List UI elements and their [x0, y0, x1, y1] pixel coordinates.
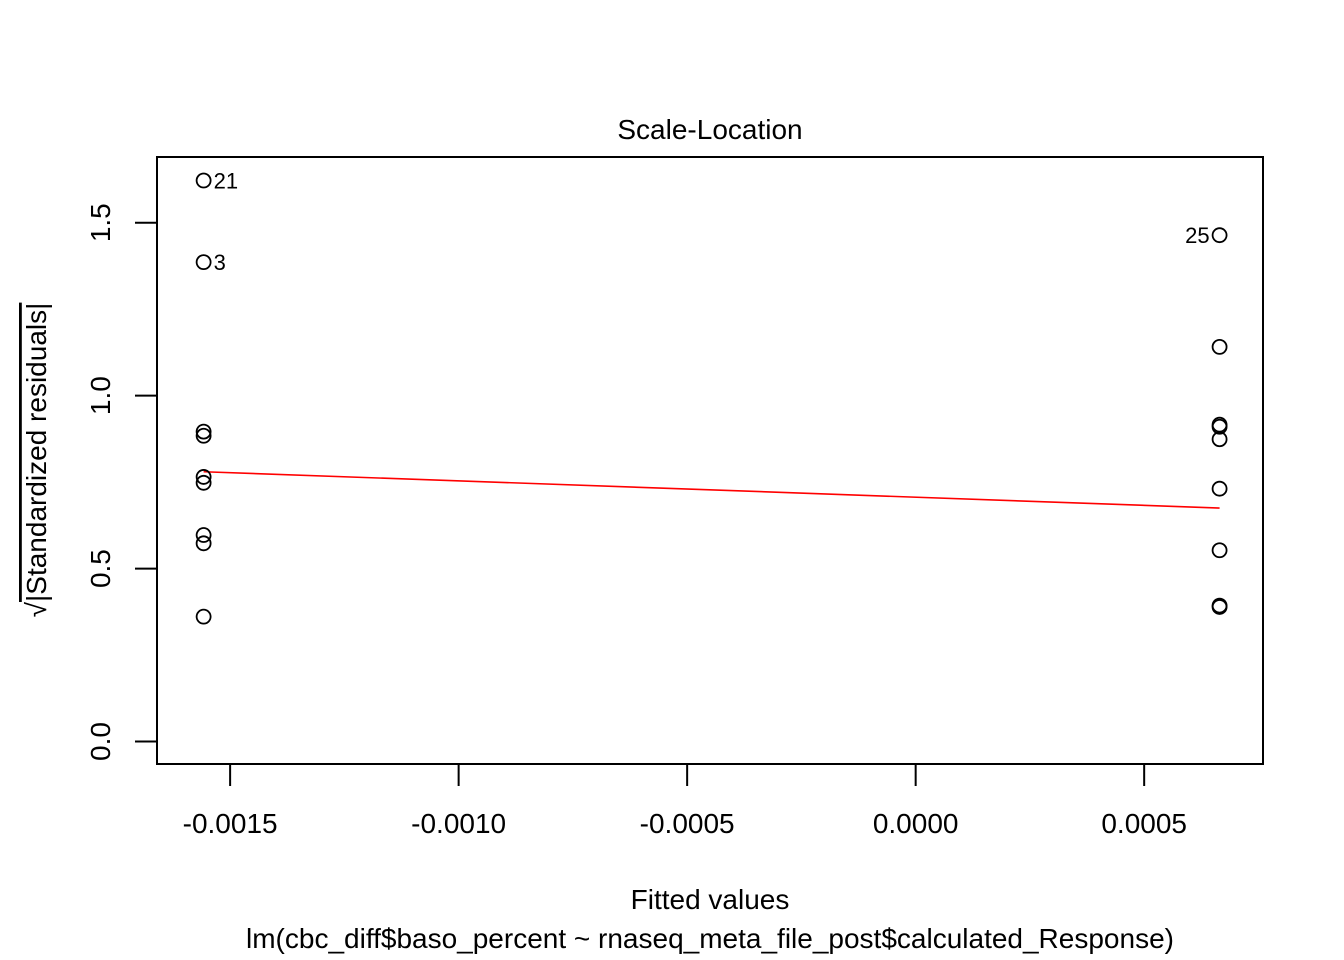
point-label: 3 — [214, 250, 226, 275]
y-tick-label: 0.5 — [85, 549, 116, 588]
chart-title: Scale-Location — [617, 114, 802, 145]
x-tick-label: -0.0005 — [640, 808, 735, 839]
y-tick-label: 1.5 — [85, 203, 116, 242]
y-axis-label-text: |Standardized residuals| — [21, 303, 52, 602]
y-tick-label: 1.0 — [85, 376, 116, 415]
y-axis-label-radical: √ — [21, 601, 52, 617]
y-axis-label: √|Standardized residuals| — [21, 303, 52, 618]
x-axis-label: Fitted values — [631, 884, 790, 915]
x-tick-label: 0.0005 — [1101, 808, 1187, 839]
x-tick-label: -0.0010 — [411, 808, 506, 839]
model-formula-subtitle: lm(cbc_diff$baso_percent ~ rnaseq_meta_f… — [246, 923, 1174, 954]
y-tick-label: 0.0 — [85, 722, 116, 761]
x-tick-label: 0.0000 — [873, 808, 959, 839]
point-label: 21 — [214, 169, 238, 194]
point-label: 25 — [1185, 223, 1209, 248]
x-tick-label: -0.0015 — [183, 808, 278, 839]
